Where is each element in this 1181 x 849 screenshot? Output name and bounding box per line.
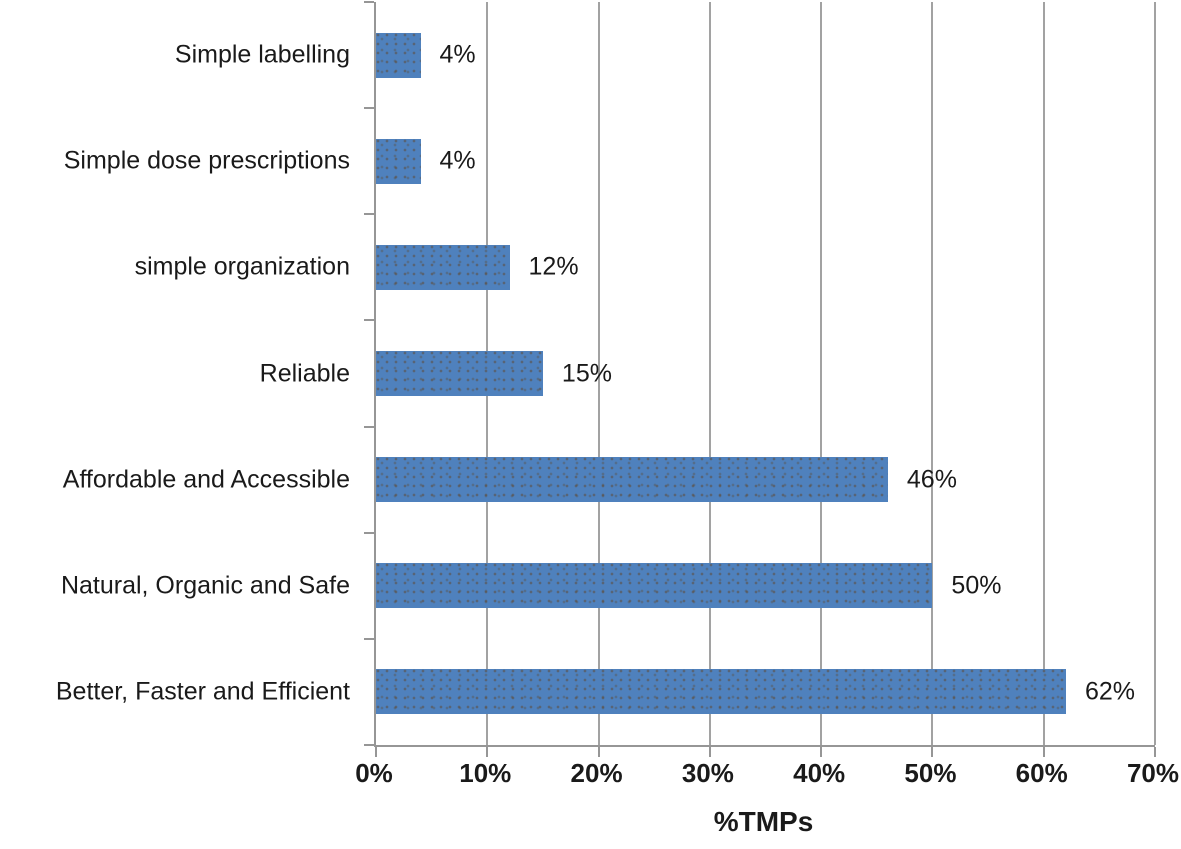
category-label: Simple dose prescriptions	[63, 146, 350, 175]
x-axis-tick-label: 20%	[570, 758, 623, 788]
y-axis-tick-mark	[364, 213, 374, 216]
x-axis-tick-label: 0%	[355, 758, 393, 788]
x-axis-tick-mark	[375, 747, 377, 757]
bar-value-label: 12%	[528, 252, 579, 281]
y-axis-tick-mark	[364, 107, 374, 110]
x-axis-tick-label: 70%	[1126, 758, 1180, 788]
category-label: simple organization	[134, 252, 350, 281]
x-axis-tick-mark	[1042, 747, 1045, 757]
x-axis-tick-label: 60%	[1015, 758, 1068, 788]
bar-value-label: 15%	[561, 359, 612, 387]
x-axis-tick-mark	[708, 747, 711, 757]
bar-value-label: 62%	[1084, 677, 1136, 706]
y-axis-tick-mark	[364, 425, 374, 428]
x-axis-tick-label: 30%	[681, 758, 734, 788]
gridline	[931, 2, 934, 745]
x-axis-tick-mark	[486, 747, 489, 757]
x-axis-title: %TMPs	[713, 806, 814, 837]
bar-value-label: 4%	[439, 146, 476, 175]
gridline	[1042, 2, 1045, 745]
x-axis-tick-label: 10%	[459, 758, 512, 788]
bar	[376, 669, 1066, 715]
bar-value-label: 46%	[906, 465, 957, 494]
x-axis-tick-label: 40%	[793, 758, 846, 788]
category-label: Affordable and Accessible	[62, 465, 350, 494]
category-label: Natural, Organic and Safe	[60, 571, 350, 600]
x-axis-tick-mark	[820, 747, 823, 757]
x-axis-tick-mark	[931, 747, 934, 757]
y-axis-tick-mark	[364, 744, 374, 746]
y-axis-tick-mark	[364, 531, 374, 534]
x-axis-tick-mark	[1154, 747, 1156, 757]
x-axis-tick-mark	[597, 747, 600, 757]
y-axis-tick-mark	[364, 1, 374, 3]
category-label: Simple labelling	[174, 40, 350, 69]
bar-value-label: 50%	[951, 571, 1002, 600]
bar	[376, 138, 421, 184]
bar	[376, 351, 543, 396]
plot-area: 4% 4% 12% 15% 46% 50% 62%	[364, 1, 1156, 757]
category-label: Better, Faster and Efficient	[55, 677, 350, 706]
category-label: Reliable	[259, 359, 350, 388]
bar-value-label: 4%	[439, 40, 476, 69]
gridline	[597, 2, 600, 745]
bar	[376, 244, 510, 290]
gridline	[1154, 2, 1156, 745]
x-axis-tick-label: 50%	[904, 758, 957, 788]
gridline	[820, 2, 823, 745]
bar	[376, 563, 933, 609]
bar	[376, 457, 888, 503]
bar	[376, 32, 421, 78]
y-axis-tick-mark	[364, 319, 374, 322]
y-axis-tick-mark	[364, 637, 374, 640]
gridline	[708, 2, 711, 745]
